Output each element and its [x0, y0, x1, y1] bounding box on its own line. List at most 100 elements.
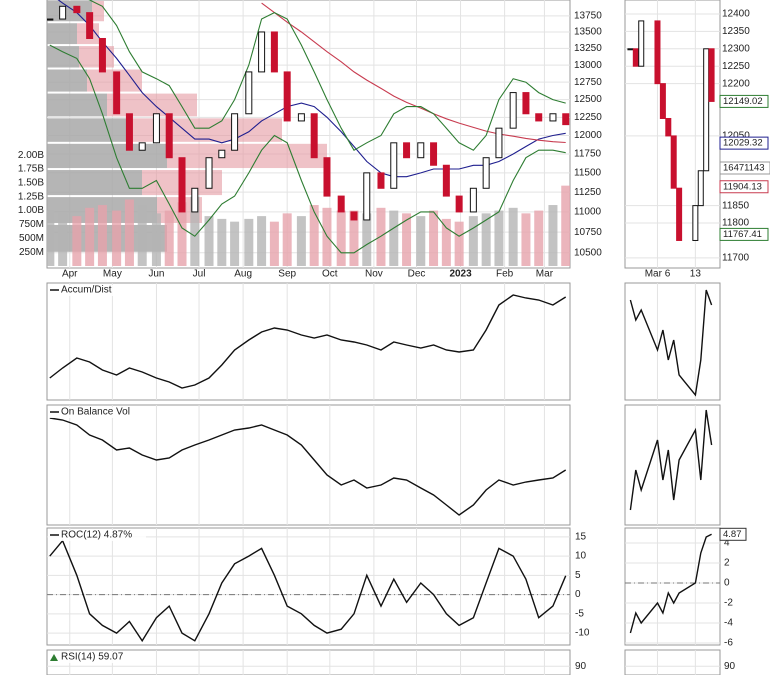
- candle: [231, 113, 239, 151]
- overlay-line: [49, 44, 566, 254]
- volume-bar: [376, 207, 386, 266]
- volume-bar: [561, 185, 570, 266]
- y-tick-label: 12250: [722, 61, 750, 72]
- y-tick-label: 12350: [722, 26, 750, 37]
- x-tick-label: Mar: [536, 269, 554, 280]
- overlay-line: [261, 2, 566, 144]
- volume-bar: [217, 218, 227, 266]
- y-tick-label: 10500: [574, 247, 602, 258]
- candle: [442, 164, 450, 197]
- candle: [469, 187, 477, 213]
- panel-title: ROC(12) 4.87%: [61, 530, 132, 541]
- y-tick-label: 11750: [574, 149, 602, 160]
- candle: [283, 71, 291, 122]
- candle: [703, 48, 710, 172]
- last-value-box: [719, 227, 769, 241]
- indicator-line: [49, 417, 567, 516]
- panel-frame: [46, 527, 571, 646]
- candle: [98, 37, 106, 73]
- title-backdrop: [48, 530, 146, 541]
- volume-bar: [47, 210, 55, 266]
- candle: [245, 71, 253, 115]
- x-tick-label: Nov: [365, 269, 383, 280]
- volume-tick-label: 1.75B: [18, 164, 44, 175]
- volume-bar: [389, 210, 399, 266]
- candle: [632, 48, 639, 67]
- volume-bar: [309, 205, 319, 266]
- volume-by-price-up: [47, 46, 79, 68]
- y-tick-label: 0: [724, 578, 730, 589]
- last-value-label: 11767.41: [723, 229, 762, 240]
- panel-title: On Balance Vol: [61, 407, 130, 418]
- y-tick-label: 0: [575, 589, 581, 600]
- volume-bar: [72, 216, 82, 266]
- candle: [165, 113, 173, 159]
- y-tick-label: -2: [724, 598, 733, 609]
- y-tick-label: 11800: [722, 218, 750, 229]
- volume-bar: [454, 221, 464, 266]
- volume-tick-label: 1.00B: [18, 205, 44, 216]
- x-tick-label: Apr: [62, 269, 78, 280]
- y-tick-label: 11250: [574, 187, 602, 198]
- last-value-label: 11904.13: [723, 181, 762, 192]
- panel-frame: [624, 404, 721, 526]
- y-tick-label: 12300: [722, 43, 750, 54]
- x-tick-label: 2023: [449, 269, 472, 280]
- y-tick-label: 12400: [722, 9, 750, 20]
- plot-area: [47, 0, 570, 266]
- volume-by-price-down: [107, 93, 197, 117]
- y-tick-label: 15: [575, 531, 587, 542]
- y-tick-label: 90: [575, 661, 587, 672]
- volume-bar: [521, 213, 531, 266]
- candle: [310, 113, 318, 159]
- panel-frame: [624, 649, 721, 675]
- indicator-line: [49, 294, 567, 389]
- volume-bar: [97, 205, 107, 266]
- candle: [495, 127, 503, 159]
- title-backdrop: [48, 407, 152, 418]
- candle: [522, 92, 530, 115]
- y-tick-label: 13250: [574, 43, 602, 54]
- overlay-line: [57, 0, 566, 178]
- candle: [390, 142, 398, 189]
- y-tick-label: 13000: [574, 60, 602, 71]
- volume-tick-label: 1.25B: [18, 191, 44, 202]
- volume-bar: [416, 216, 426, 266]
- y-tick-label: 13750: [574, 10, 602, 21]
- candle: [377, 172, 385, 189]
- candle: [86, 12, 94, 39]
- candle: [73, 5, 81, 14]
- volume-bar: [257, 216, 267, 266]
- title-backdrop: [48, 285, 128, 296]
- volume-bar: [494, 210, 504, 266]
- y-tick-label: 12050: [722, 131, 750, 142]
- candle: [665, 117, 672, 137]
- last-value-label: 4.87: [723, 529, 742, 540]
- candle: [708, 48, 715, 102]
- volume-last-label: 16471143: [723, 163, 765, 174]
- last-value-box: [719, 527, 747, 541]
- x-tick-label: Mar 6: [645, 269, 671, 280]
- y-tick-label: 11700: [722, 253, 750, 264]
- y-tick-label: -5: [575, 608, 584, 619]
- candle: [659, 83, 666, 119]
- candle: [670, 135, 677, 189]
- candle: [417, 142, 425, 159]
- candle: [125, 113, 133, 151]
- last-value-box: [719, 180, 769, 194]
- volume-by-price-up: [47, 143, 167, 169]
- panel-frame: [46, 404, 571, 526]
- y-tick-label: -4: [724, 618, 733, 629]
- candle: [654, 20, 661, 85]
- indicator-line: [629, 289, 713, 397]
- x-tick-label: Dec: [408, 269, 426, 280]
- last-value-label: 12149.02: [723, 96, 763, 107]
- volume-by-price-up: [47, 23, 77, 45]
- candle: [638, 20, 645, 67]
- y-tick-label: 12200: [722, 78, 750, 89]
- indicator-line: [629, 409, 713, 511]
- candle: [403, 142, 411, 159]
- volume-bar: [296, 216, 306, 266]
